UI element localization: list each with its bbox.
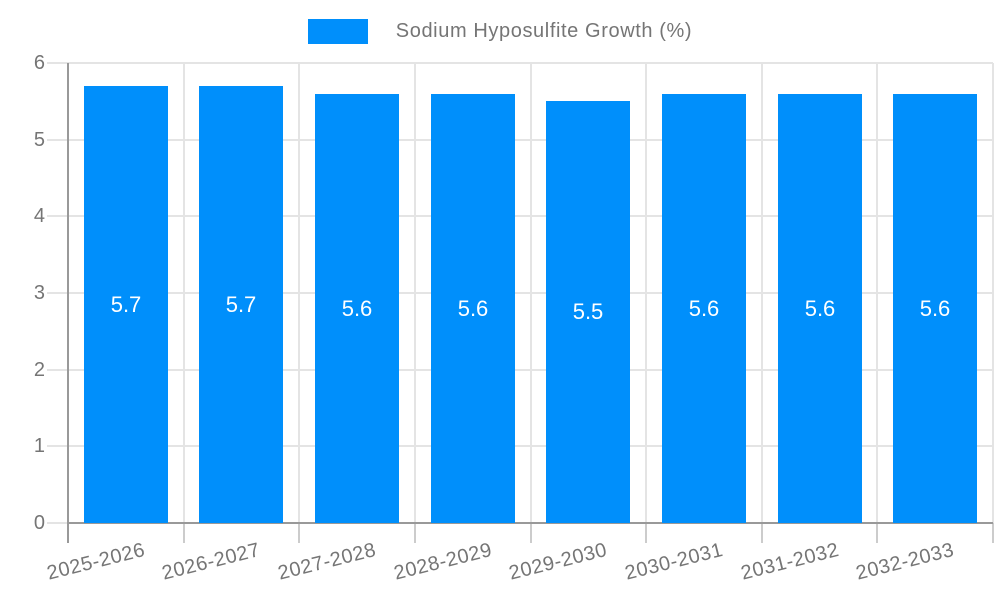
y-axis-label: 2 (33, 359, 45, 381)
bar[interactable] (431, 94, 515, 523)
y-axis-label: 4 (33, 205, 45, 227)
y-axis-line (67, 63, 69, 543)
x-gridline (298, 63, 300, 523)
y-axis-label: 0 (33, 512, 45, 534)
x-gridline (183, 63, 185, 523)
x-axis-tick (183, 523, 185, 543)
x-axis-tick (298, 523, 300, 543)
legend: Sodium Hyposulfite Growth (%) (0, 16, 1000, 46)
y-axis-tick (47, 215, 68, 217)
y-axis-tick (47, 369, 68, 371)
x-axis-tick (992, 523, 994, 543)
x-gridline (645, 63, 647, 523)
x-gridline (761, 63, 763, 523)
x-gridline (530, 63, 532, 523)
y-axis-tick (47, 62, 68, 64)
y-axis-label: 6 (33, 52, 45, 74)
x-axis-tick (761, 523, 763, 543)
bar[interactable] (546, 101, 630, 523)
bar[interactable] (199, 86, 283, 523)
x-axis-line (68, 522, 993, 524)
y-axis-tick (47, 139, 68, 141)
x-axis-tick (414, 523, 416, 543)
x-gridline (876, 63, 878, 523)
x-gridline (992, 63, 994, 523)
x-axis-tick (876, 523, 878, 543)
y-axis-label: 1 (33, 435, 45, 457)
y-axis-tick (47, 445, 68, 447)
bar[interactable] (315, 94, 399, 523)
legend-swatch[interactable] (307, 18, 368, 44)
x-axis-tick (645, 523, 647, 543)
y-axis-label: 3 (33, 282, 45, 304)
bar[interactable] (778, 94, 862, 523)
bar[interactable] (662, 94, 746, 523)
y-axis-tick (47, 292, 68, 294)
y-axis-label: 5 (33, 129, 45, 151)
bar[interactable] (893, 94, 977, 523)
bar[interactable] (84, 86, 168, 523)
x-axis-tick (530, 523, 532, 543)
legend-label[interactable]: Sodium Hyposulfite Growth (%) (395, 19, 693, 42)
y-axis-tick (47, 522, 68, 524)
x-gridline (414, 63, 416, 523)
